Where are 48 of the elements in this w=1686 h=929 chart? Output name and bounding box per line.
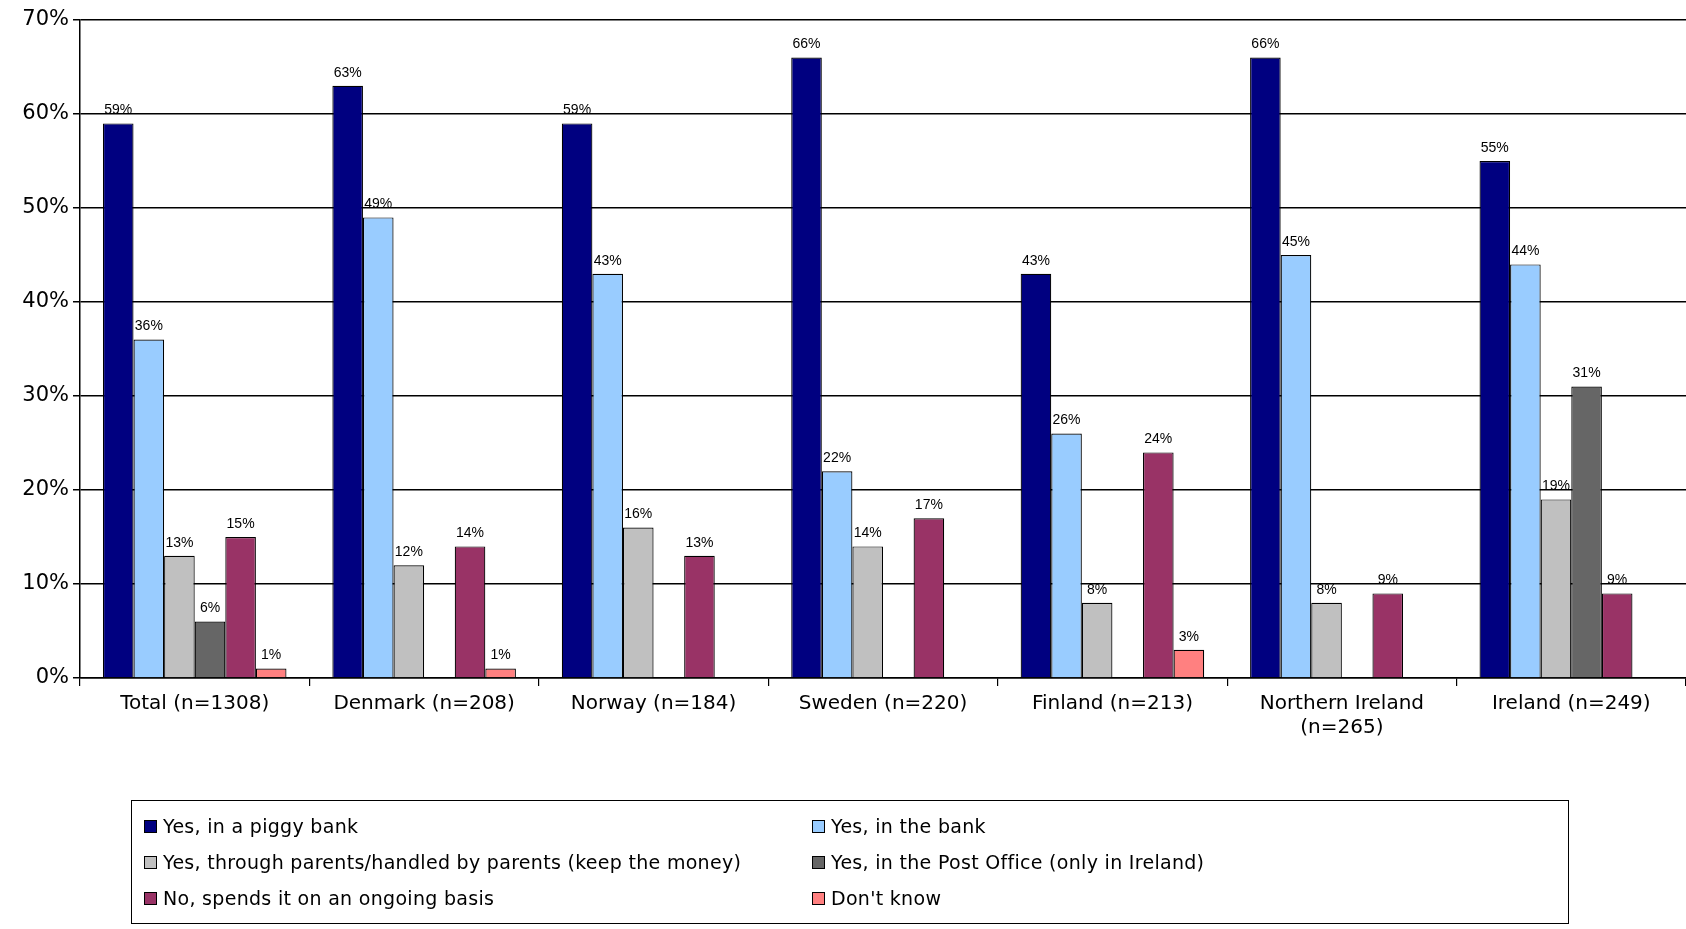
data-label: 15% <box>226 514 255 531</box>
data-label: 1% <box>261 646 282 663</box>
legend-label: No, spends it on an ongoing basis <box>163 887 495 909</box>
legend-label: Yes, in a piggy bank <box>163 815 359 837</box>
data-label: 43% <box>593 251 622 268</box>
y-tick-label: 20% <box>22 476 69 501</box>
x-tick-label: Denmark (n=208) <box>333 690 515 715</box>
legend-label: Yes, through parents/handled by parents (keep the money) <box>163 851 742 873</box>
data-label: 55% <box>1480 138 1509 155</box>
y-tick-label: 60% <box>22 100 69 125</box>
data-label: 22% <box>823 449 852 466</box>
data-label: 1% <box>490 646 511 663</box>
legend-label: Yes, in the Post Office (only in Ireland) <box>831 851 1205 873</box>
x-tick-label: Northern Ireland (n=265) <box>1259 690 1425 739</box>
y-tick-label: 50% <box>22 194 69 219</box>
data-label: 13% <box>165 533 194 550</box>
data-label: 44% <box>1511 242 1540 259</box>
y-tick-label: 70% <box>22 6 69 31</box>
data-label: 66% <box>1251 35 1280 52</box>
data-label: 12% <box>394 543 423 560</box>
legend-label: Don't know <box>831 887 942 909</box>
data-label: 63% <box>333 63 362 80</box>
y-tick-label: 0% <box>35 664 69 689</box>
data-label: 8% <box>1316 580 1337 597</box>
data-label: 6% <box>199 599 221 616</box>
x-tick-label: Norway (n=184) <box>570 690 737 715</box>
data-label: 45% <box>1281 232 1310 249</box>
y-tick-label: 40% <box>22 288 69 313</box>
data-label: 8% <box>1087 580 1108 597</box>
data-label: 16% <box>624 505 653 522</box>
data-label: 17% <box>914 496 943 513</box>
x-tick-label: Finland (n=213) <box>1031 690 1193 715</box>
x-tick-label: Sweden (n=220) <box>798 690 968 715</box>
x-tick-label: Ireland (n=249) <box>1491 690 1651 715</box>
data-label: 31% <box>1572 364 1601 381</box>
data-label: 43% <box>1021 251 1050 268</box>
data-label: 66% <box>792 35 821 52</box>
data-label: 3% <box>1178 627 1200 644</box>
y-tick-label: 10% <box>22 570 69 595</box>
data-label: 14% <box>853 524 882 541</box>
data-label: 14% <box>456 524 485 541</box>
y-tick-label: 30% <box>22 382 69 407</box>
data-label: 13% <box>685 533 714 550</box>
legend-label: Yes, in the bank <box>831 815 986 837</box>
data-label: 24% <box>1144 430 1173 447</box>
data-label: 26% <box>1052 411 1081 428</box>
data-label: 36% <box>134 317 163 334</box>
x-tick-label: Total (n=1308) <box>119 690 270 715</box>
